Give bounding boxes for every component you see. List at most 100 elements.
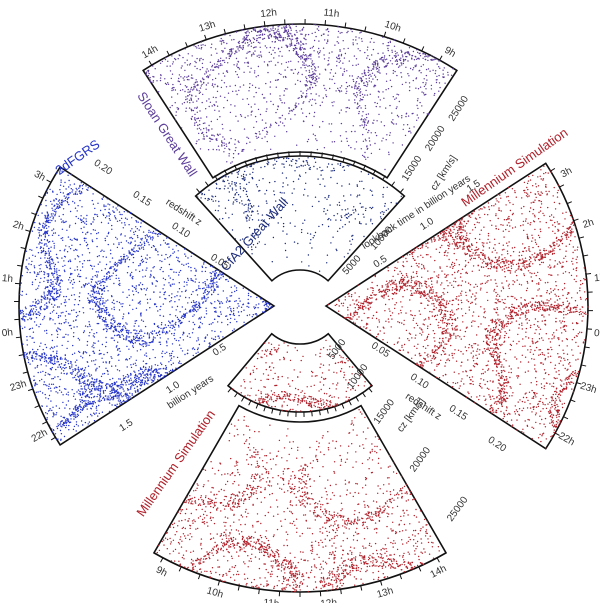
galaxy xyxy=(78,370,80,373)
galaxy xyxy=(233,328,235,330)
galaxy xyxy=(238,305,240,307)
galaxy xyxy=(389,104,391,107)
galaxy xyxy=(237,120,239,122)
galaxy xyxy=(284,37,286,39)
galaxy xyxy=(39,390,41,393)
galaxy xyxy=(165,368,168,370)
galaxy xyxy=(174,102,176,104)
galaxy xyxy=(106,330,108,333)
galaxy xyxy=(359,105,361,107)
galaxy xyxy=(147,379,150,382)
galaxy xyxy=(205,307,207,309)
galaxy xyxy=(329,72,331,74)
galaxy xyxy=(247,137,250,139)
galaxy xyxy=(24,355,26,357)
galaxy xyxy=(198,90,200,92)
galaxy xyxy=(195,79,197,81)
galaxy xyxy=(60,179,62,181)
galaxy xyxy=(173,283,175,285)
galaxy xyxy=(150,236,152,239)
galaxy xyxy=(47,213,49,216)
galaxy xyxy=(302,26,305,29)
galaxy xyxy=(182,332,185,334)
galaxy xyxy=(274,159,276,161)
galaxy xyxy=(293,108,295,111)
galaxy xyxy=(54,357,56,359)
galaxy xyxy=(450,74,453,77)
galaxy xyxy=(91,240,94,243)
galaxy xyxy=(224,185,226,187)
galaxy xyxy=(63,250,66,252)
galaxy xyxy=(203,127,205,130)
galaxy xyxy=(82,183,85,186)
galaxy xyxy=(162,277,165,279)
galaxy xyxy=(138,325,140,327)
galaxy xyxy=(28,353,31,355)
galaxy xyxy=(239,239,242,241)
galaxy xyxy=(198,302,201,305)
galaxy xyxy=(82,391,84,393)
galaxy xyxy=(264,307,266,310)
galaxy xyxy=(218,300,220,303)
galaxy xyxy=(188,99,191,102)
galaxy xyxy=(188,107,191,109)
galaxy xyxy=(59,423,61,426)
galaxy xyxy=(89,308,91,310)
galaxy xyxy=(194,117,196,119)
galaxy xyxy=(239,114,242,116)
galaxy xyxy=(56,438,58,440)
galaxy xyxy=(98,293,101,295)
galaxy xyxy=(105,263,108,266)
galaxy xyxy=(109,385,111,388)
galaxy xyxy=(424,58,426,61)
galaxy xyxy=(359,98,362,100)
galaxy xyxy=(211,337,213,339)
galaxy xyxy=(277,105,279,107)
galaxy xyxy=(45,264,47,267)
galaxy xyxy=(230,48,233,50)
galaxy xyxy=(204,122,206,124)
galaxy xyxy=(401,64,403,66)
galaxy xyxy=(39,380,41,382)
galaxy xyxy=(116,246,119,249)
galaxy xyxy=(223,59,225,62)
galaxy xyxy=(47,398,50,400)
galaxy xyxy=(40,301,43,303)
galaxy xyxy=(69,267,72,269)
galaxy xyxy=(186,98,188,100)
galaxy xyxy=(234,285,236,287)
galaxy xyxy=(32,387,34,389)
galaxy xyxy=(158,326,160,329)
galaxy xyxy=(438,90,440,92)
galaxy xyxy=(250,45,252,47)
galaxy xyxy=(293,33,296,36)
galaxy xyxy=(271,29,273,31)
galaxy xyxy=(60,356,62,359)
galaxy xyxy=(46,192,48,195)
galaxy xyxy=(163,293,165,296)
galaxy xyxy=(417,107,419,110)
galaxy xyxy=(141,383,143,386)
galaxy xyxy=(315,102,317,105)
galaxy xyxy=(187,277,189,280)
galaxy xyxy=(97,263,100,265)
galaxy xyxy=(316,75,318,78)
galaxy xyxy=(104,324,106,326)
galaxy xyxy=(377,65,379,67)
galaxy xyxy=(138,370,140,372)
galaxy xyxy=(123,313,125,315)
galaxy xyxy=(198,317,201,319)
galaxy xyxy=(81,188,84,190)
galaxy xyxy=(180,76,182,78)
galaxy xyxy=(24,320,26,322)
galaxy xyxy=(93,420,96,422)
galaxy xyxy=(284,29,287,32)
galaxy xyxy=(147,383,149,385)
galaxy xyxy=(57,438,59,440)
galaxy xyxy=(218,218,221,220)
galaxy xyxy=(359,202,361,205)
galaxy xyxy=(246,166,248,168)
galaxy xyxy=(375,105,377,108)
galaxy xyxy=(308,265,310,267)
galaxy xyxy=(137,236,139,239)
